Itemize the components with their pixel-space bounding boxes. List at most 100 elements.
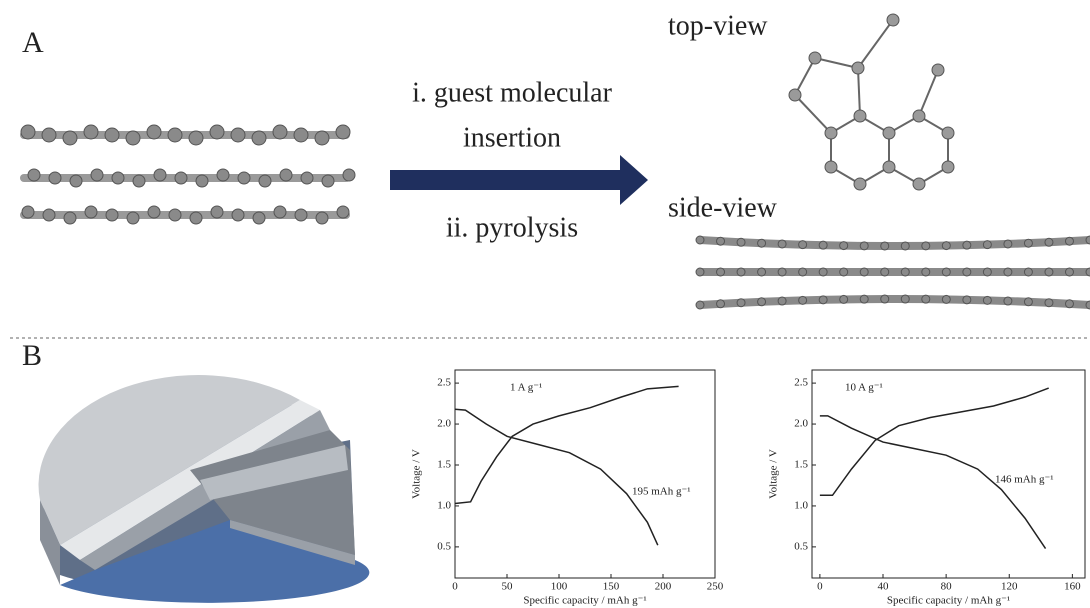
atom <box>126 131 140 145</box>
atom <box>1065 300 1073 308</box>
y-tick-label: 1.0 <box>437 499 451 511</box>
atom <box>840 242 848 250</box>
atom <box>210 125 224 139</box>
atom <box>106 209 118 221</box>
y-axis-label: Voltage / V <box>768 449 780 499</box>
x-tick-label: 120 <box>1001 581 1018 593</box>
atom <box>887 14 899 26</box>
atom <box>983 268 991 276</box>
atom <box>963 268 971 276</box>
atom <box>63 131 77 145</box>
atom <box>840 295 848 303</box>
atom <box>825 127 837 139</box>
atom <box>932 64 944 76</box>
atom <box>983 241 991 249</box>
atom <box>148 206 160 218</box>
atom <box>983 296 991 304</box>
atom <box>922 242 930 250</box>
atom <box>322 175 334 187</box>
atom <box>133 175 145 187</box>
atom <box>696 236 704 244</box>
atom <box>840 268 848 276</box>
atom <box>901 295 909 303</box>
atom <box>238 172 250 184</box>
atom <box>758 268 766 276</box>
atom <box>147 125 161 139</box>
atom <box>778 268 786 276</box>
bond <box>815 58 858 68</box>
atom <box>696 301 704 309</box>
atom <box>737 299 745 307</box>
atom <box>942 161 954 173</box>
atom <box>913 110 925 122</box>
curve <box>455 409 658 545</box>
x-tick-label: 250 <box>707 581 724 593</box>
atom <box>901 242 909 250</box>
y-tick-label: 1.5 <box>794 459 808 471</box>
atom <box>274 206 286 218</box>
atom <box>942 242 950 250</box>
atom <box>259 175 271 187</box>
atom <box>860 242 868 250</box>
bond <box>858 20 893 68</box>
atom <box>860 268 868 276</box>
panel-label: B <box>22 339 42 372</box>
atom <box>922 268 930 276</box>
atom <box>252 131 266 145</box>
x-tick-label: 0 <box>452 581 458 593</box>
view-label: side-view <box>668 192 778 223</box>
atom <box>901 268 909 276</box>
atom <box>1086 268 1090 276</box>
atom <box>49 172 61 184</box>
x-tick-label: 100 <box>551 581 568 593</box>
atom <box>942 268 950 276</box>
atom <box>175 172 187 184</box>
atom <box>860 295 868 303</box>
atom <box>1045 238 1053 246</box>
atom <box>1024 239 1032 247</box>
step-text: insertion <box>463 122 561 153</box>
annotation: 1 A g⁻¹ <box>510 382 542 394</box>
atom <box>253 212 265 224</box>
atom <box>717 237 725 245</box>
annotation: 195 mAh g⁻¹ <box>632 486 691 498</box>
atom <box>232 209 244 221</box>
x-tick-label: 50 <box>502 581 514 593</box>
annotation: 10 A g⁻¹ <box>845 382 883 394</box>
page: A i. guest molecular insertion ii. pyrol… <box>0 0 1090 608</box>
atom <box>1004 240 1012 248</box>
bond <box>795 95 831 133</box>
atom <box>169 209 181 221</box>
atom <box>1086 236 1090 244</box>
bond <box>858 68 860 116</box>
y-tick-label: 1.0 <box>794 499 808 511</box>
atom <box>963 296 971 304</box>
atom <box>85 206 97 218</box>
x-tick-label: 200 <box>655 581 672 593</box>
atom <box>922 295 930 303</box>
atom <box>1086 301 1090 309</box>
atom <box>809 52 821 64</box>
atom <box>717 300 725 308</box>
atom <box>336 125 350 139</box>
atom <box>799 296 807 304</box>
y-tick-label: 0.5 <box>794 540 808 552</box>
x-axis-label: Specific capacity / mAh g⁻¹ <box>887 595 1010 607</box>
atom <box>737 268 745 276</box>
step-text: i. guest molecular <box>412 77 613 108</box>
atom <box>942 127 954 139</box>
atom <box>789 89 801 101</box>
atom <box>1045 299 1053 307</box>
atom <box>91 169 103 181</box>
y-tick-label: 2.5 <box>437 377 451 389</box>
process-arrow <box>390 155 648 205</box>
view-label: top-view <box>668 10 768 41</box>
atom <box>154 169 166 181</box>
atom <box>190 212 202 224</box>
atom <box>189 131 203 145</box>
atom <box>315 131 329 145</box>
atom <box>64 212 76 224</box>
atom <box>1004 297 1012 305</box>
atom <box>696 268 704 276</box>
atom <box>758 298 766 306</box>
